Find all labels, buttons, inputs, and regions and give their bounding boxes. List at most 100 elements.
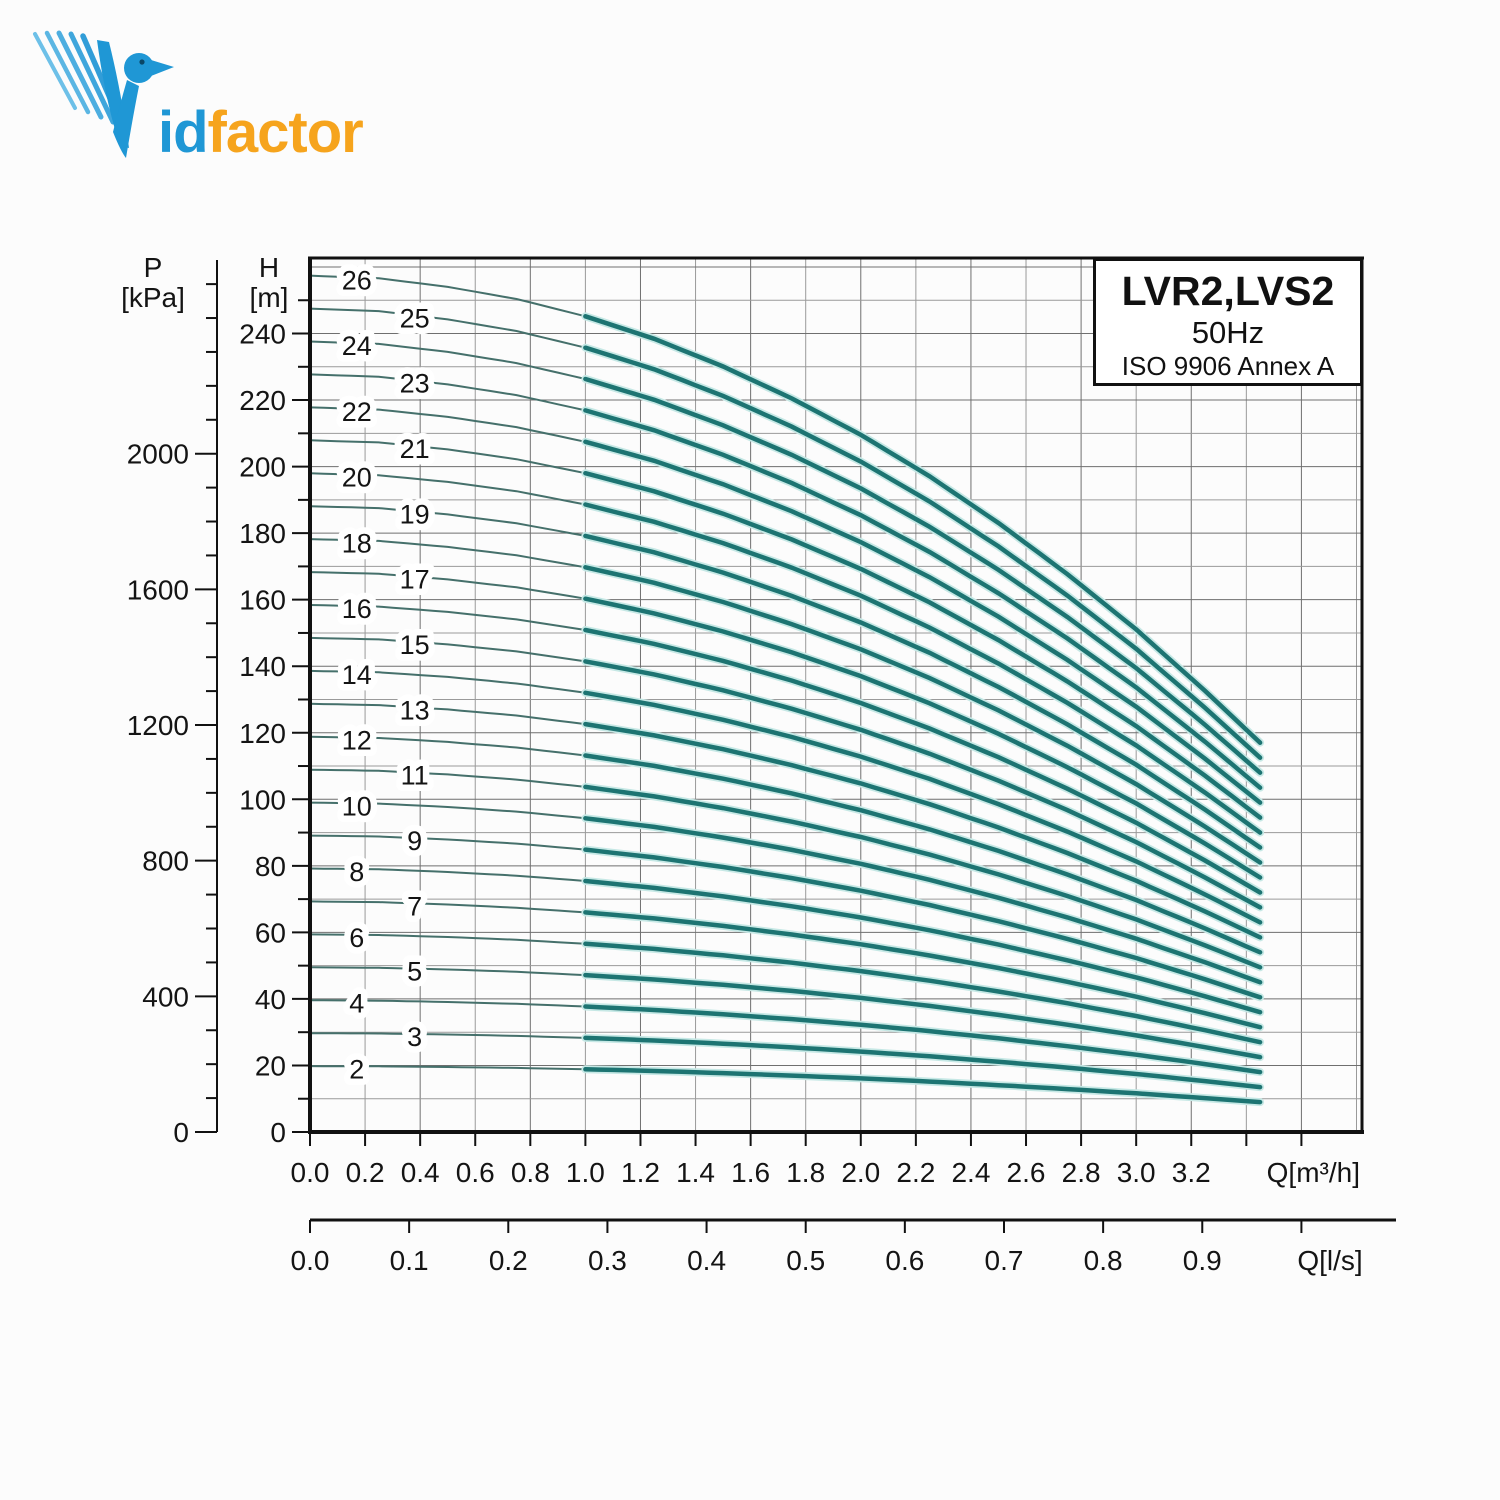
curve-label-stage-15: 15 (400, 630, 430, 660)
head-axis-title: H (259, 252, 279, 283)
pressure-axis-unit: [kPa] (121, 282, 185, 313)
pump-curve-stage-7 (309, 900, 1265, 1032)
curve-thin-segment (309, 669, 586, 694)
curve-label-stage-21: 21 (400, 434, 430, 464)
flow-tick-label: 0.6 (456, 1157, 495, 1188)
pump-curve-stage-22 (309, 406, 1265, 807)
curve-thick-segment (583, 972, 1263, 1060)
logo-text-id: id (158, 100, 208, 165)
curve-thick-segment (583, 596, 1263, 880)
pressure-tick-label: 1200 (127, 710, 189, 741)
bird-icon (33, 30, 174, 158)
curve-label-stage-14: 14 (342, 660, 372, 690)
curve-thin-segment (309, 900, 586, 914)
flow-axis-unit: Q[m³/h] (1267, 1157, 1360, 1188)
curve-thin-segment (309, 834, 586, 851)
curve-thin-segment (309, 604, 586, 631)
head-axis-unit: [m] (250, 282, 289, 313)
curve-label-stage-20: 20 (342, 463, 372, 493)
curve-thick-segment (583, 314, 1263, 745)
curve-label-stage-5: 5 (407, 957, 422, 987)
bird-eye (139, 59, 145, 65)
pump-curve-stage-19 (309, 505, 1265, 852)
ls-tick-label: 0.0 (291, 1245, 330, 1276)
curve-thick-segment (583, 1067, 1263, 1105)
pump-curve-stage-6 (309, 933, 1265, 1047)
curve-label-stage-16: 16 (342, 594, 372, 624)
curve-thin-segment (309, 966, 586, 977)
curve-thin-segment (309, 768, 586, 788)
pump-curve-stage-23 (309, 373, 1265, 792)
curve-label-stage-22: 22 (342, 397, 372, 427)
pump-curve-stage-25 (309, 307, 1265, 762)
head-tick-label: 100 (239, 784, 286, 815)
curve-thin-segment (309, 505, 586, 537)
curve-thick-segment (583, 721, 1263, 940)
pump-curves (309, 274, 1265, 1107)
curve-label-stage-26: 26 (342, 265, 372, 295)
curve-thin-segment (309, 636, 586, 663)
pump-curve-stage-15 (309, 636, 1265, 912)
curve-thick-segment (583, 753, 1263, 955)
curve-label-stage-17: 17 (400, 565, 430, 595)
pressure-tick-label: 2000 (127, 439, 189, 470)
chart-title-box: LVR2,LVS2 50Hz ISO 9906 Annex A (1093, 258, 1363, 386)
head-tick-label: 240 (239, 319, 286, 350)
pressure-tick-label: 800 (142, 846, 189, 877)
vidfactor-logo: idfactor (33, 30, 364, 165)
pressure-tick-label: 400 (142, 981, 189, 1012)
flow-tick-label: 1.2 (621, 1157, 660, 1188)
bird-beak (151, 60, 174, 76)
curve-thick-segment (583, 941, 1263, 1045)
curve-label-stage-11: 11 (401, 761, 429, 791)
curve-thin-segment (309, 274, 586, 318)
head-tick-label: 40 (255, 984, 286, 1015)
pressure-tick-label: 0 (173, 1117, 189, 1148)
head-tick-label: 0 (270, 1117, 286, 1148)
flow-tick-label: 2.0 (841, 1157, 880, 1188)
flow-tick-label: 1.0 (566, 1157, 605, 1188)
curve-thin-segment (309, 340, 586, 380)
curve-thin-segment (309, 472, 586, 506)
pump-curve-stage-18 (309, 538, 1265, 867)
frequency-label: 50Hz (1191, 315, 1265, 350)
flow-axis-m3h: 0.0 0.2 0.4 0.6 0.8 1.0 1.2 1.4 1.6 1.8 2.0 2.2 2.4 2… (291, 1132, 1360, 1188)
flow-tick-label: 2.8 (1062, 1157, 1101, 1188)
head-tick-label: 80 (255, 851, 286, 882)
curve-label-stage-2: 2 (349, 1054, 364, 1084)
curve-thin-segment (309, 439, 586, 475)
curve-label-stage-13: 13 (400, 695, 430, 725)
ls-tick-label: 0.2 (489, 1245, 528, 1276)
curve-thin-segment (309, 1065, 586, 1071)
head-tick-label: 200 (239, 452, 286, 483)
logo-wordmark: idfactor (158, 100, 363, 165)
curve-thin-segment (309, 373, 586, 412)
flow-axis-ls: 0.0 0.1 0.2 0.3 0.4 0.5 0.6 0.7 0.8 0.9 Q[l/s] (291, 1218, 1396, 1276)
pump-curve-stage-12 (309, 735, 1265, 957)
ls-tick-label: 0.6 (885, 1245, 924, 1276)
curve-label-stage-3: 3 (407, 1022, 422, 1052)
pump-curve-stage-2 (309, 1065, 1265, 1107)
pump-curve-stage-16 (309, 604, 1265, 897)
curve-thick-segment (583, 659, 1263, 910)
curve-label-stage-6: 6 (349, 923, 364, 953)
bird-head (124, 53, 154, 83)
pump-curve-stage-3 (310, 1032, 1265, 1092)
curve-thin-segment (309, 702, 586, 726)
curve-thin-segment (309, 307, 586, 349)
curve-thick-segment (583, 502, 1263, 835)
pump-curve-stage-10 (309, 801, 1265, 987)
curve-thick-segment (583, 376, 1263, 775)
flow-tick-label: 3.2 (1172, 1157, 1211, 1188)
curve-thick-segment (583, 565, 1263, 865)
curve-thin-segment (309, 571, 586, 600)
pump-curve-stage-17 (309, 571, 1265, 882)
ls-tick-label: 0.8 (1084, 1245, 1123, 1276)
curve-label-stage-4: 4 (349, 989, 364, 1019)
curve-label-stage-18: 18 (342, 528, 372, 558)
ls-tick-label: 0.7 (985, 1245, 1024, 1276)
flow-tick-label: 2.2 (896, 1157, 935, 1188)
flow-tick-label: 1.8 (786, 1157, 825, 1188)
